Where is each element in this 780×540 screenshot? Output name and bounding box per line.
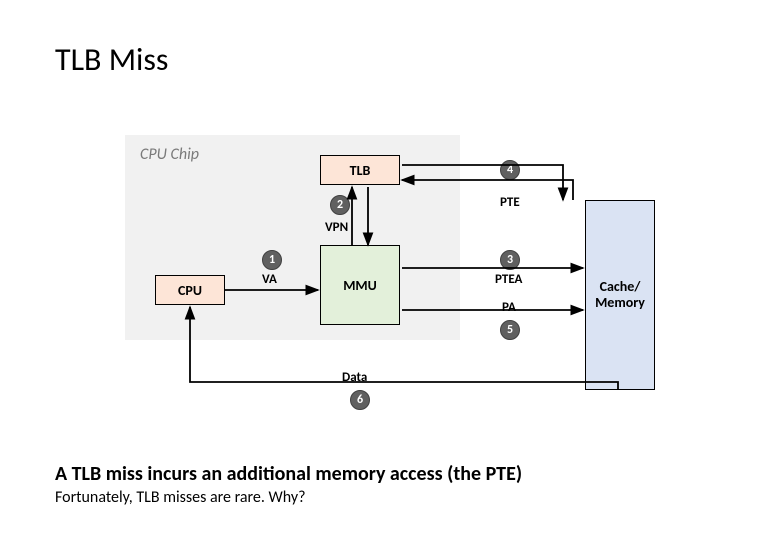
cache-memory-box: Cache/ Memory (585, 200, 655, 390)
step-1-badge: 1 (262, 250, 282, 270)
caption-sub: Fortunately, TLB misses are rare. Why? (55, 488, 306, 507)
cpu-box: CPU (155, 275, 225, 305)
cpu-chip-label: CPU Chip (140, 145, 199, 164)
step-6-badge: 6 (350, 390, 370, 410)
caption-main: A TLB miss incurs an additional memory a… (55, 462, 522, 486)
vpn-label: VPN (325, 220, 348, 235)
data-label: Data (342, 370, 367, 385)
ptea-label: PTEA (495, 272, 522, 287)
tlb-box: TLB (320, 155, 400, 185)
step-5-badge: 5 (500, 320, 520, 340)
pte-label: PTE (500, 195, 520, 210)
cpu-chip-region (125, 135, 460, 340)
mmu-box: MMU (320, 245, 400, 325)
page-title: TLB Miss (55, 40, 168, 79)
step-2-badge: 2 (330, 195, 350, 215)
va-label: VA (262, 272, 277, 287)
step-4-badge: 4 (500, 160, 520, 180)
step-3-badge: 3 (500, 250, 520, 270)
pa-label: PA (502, 300, 516, 315)
